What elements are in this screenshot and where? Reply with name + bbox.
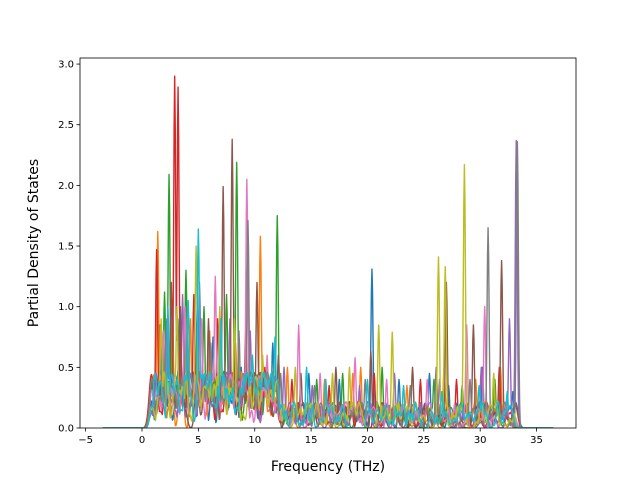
- pdos-series-10: [102, 228, 554, 428]
- y-tick-label: 3.0: [58, 60, 74, 71]
- x-tick-label: 20: [361, 435, 374, 446]
- y-axis: 0.0 0.5 1.0 1.5 2.0 2.5 3.0: [58, 60, 80, 435]
- x-tick-label: 30: [474, 435, 487, 446]
- x-tick-label: −5: [78, 435, 93, 446]
- x-axis: −5 0 5 10 15 20 25 30 35: [78, 428, 543, 446]
- curve-layer: [102, 75, 554, 428]
- x-tick-label: 10: [248, 435, 261, 446]
- x-tick-label: 5: [195, 435, 201, 446]
- x-tick-label: 0: [139, 435, 145, 446]
- y-tick-label: 0.5: [58, 363, 74, 374]
- x-tick-label: 35: [530, 435, 543, 446]
- x-tick-label: 15: [305, 435, 318, 446]
- y-tick-label: 2.0: [58, 181, 74, 192]
- y-tick-label: 0.0: [58, 424, 74, 435]
- y-tick-label: 1.5: [58, 242, 74, 253]
- y-axis-label: Partial Density of States: [26, 159, 42, 327]
- x-tick-label: 25: [417, 435, 430, 446]
- plot-frame: [79, 57, 577, 429]
- x-axis-label: Frequency (THz): [271, 459, 385, 475]
- y-tick-label: 1.0: [58, 302, 74, 313]
- y-tick-label: 2.5: [58, 120, 74, 131]
